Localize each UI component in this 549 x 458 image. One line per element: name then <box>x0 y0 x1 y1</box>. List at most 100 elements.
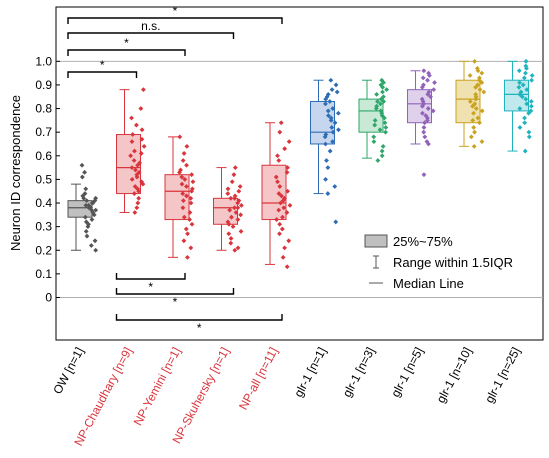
data-point <box>177 169 182 175</box>
data-point <box>92 238 98 244</box>
data-point <box>379 113 385 119</box>
data-point <box>524 66 529 71</box>
data-point <box>381 99 387 104</box>
data-point <box>133 167 138 173</box>
box-group <box>67 162 99 253</box>
data-point <box>277 129 283 135</box>
data-point <box>130 132 136 137</box>
data-point <box>136 169 142 175</box>
data-point <box>276 207 282 213</box>
data-point <box>238 228 244 234</box>
data-point <box>324 158 329 163</box>
data-point <box>185 231 190 237</box>
bracket-line <box>67 17 283 24</box>
data-point <box>235 205 241 211</box>
data-point <box>181 151 187 156</box>
data-point <box>473 106 479 111</box>
y-axis-title: Neuron ID correspondence <box>8 95 23 251</box>
data-point <box>135 200 141 206</box>
x-category-label: glr-1 [n=10] <box>434 345 475 405</box>
data-point <box>470 117 476 123</box>
data-point <box>330 106 336 111</box>
data-point <box>129 139 135 145</box>
data-point <box>285 165 290 170</box>
y-tick-label: 0.3 <box>35 220 52 234</box>
data-point <box>131 191 137 196</box>
data-point <box>475 68 481 74</box>
data-point <box>323 177 328 182</box>
significance-label: * <box>197 321 202 335</box>
data-point <box>135 186 140 192</box>
data-point <box>421 172 427 178</box>
data-point <box>323 101 328 107</box>
data-point <box>518 89 524 95</box>
data-point <box>90 210 96 215</box>
legend-item: 25%~75% <box>364 234 453 249</box>
data-point <box>81 195 87 201</box>
data-point <box>517 80 522 85</box>
legend-label: Median Line <box>393 276 464 291</box>
data-point <box>516 68 522 74</box>
data-point <box>372 122 378 128</box>
data-point <box>421 68 427 74</box>
data-point <box>529 73 535 78</box>
data-point <box>236 188 242 194</box>
data-point <box>82 214 88 220</box>
data-point <box>129 115 134 121</box>
data-point <box>332 184 338 189</box>
data-point <box>327 99 333 104</box>
bracket-line <box>115 288 235 295</box>
x-category-label: glr-1 [n=3] <box>340 345 378 400</box>
data-point <box>472 58 478 64</box>
data-point <box>473 96 479 102</box>
data-point <box>180 158 186 163</box>
data-point <box>279 193 284 199</box>
legend-label: Range within 1.5IQR <box>393 255 513 270</box>
data-point <box>467 99 473 104</box>
data-point <box>382 115 387 121</box>
data-point <box>277 221 283 227</box>
data-point <box>420 110 425 116</box>
data-point <box>132 184 138 189</box>
data-point <box>232 195 238 201</box>
data-point <box>479 108 485 114</box>
data-point <box>188 200 194 206</box>
y-tick-label: 0.5 <box>35 172 52 186</box>
data-point <box>430 108 436 114</box>
box-group <box>164 134 196 260</box>
data-point <box>181 238 187 244</box>
data-point <box>181 214 187 220</box>
data-point <box>276 191 282 196</box>
data-point <box>380 89 385 95</box>
data-point <box>140 181 146 187</box>
data-point <box>329 125 335 130</box>
significance-brackets: * n.s. * * * * * <box>67 4 283 335</box>
data-point <box>284 264 290 270</box>
significance-bracket: * <box>67 58 138 78</box>
data-point <box>141 143 147 149</box>
data-point <box>471 110 476 116</box>
data-point <box>286 139 292 145</box>
data-point <box>426 141 431 147</box>
data-point <box>84 198 90 204</box>
data-point <box>379 153 385 159</box>
y-tick-label: 0.2 <box>35 243 52 257</box>
data-point <box>326 113 331 119</box>
data-point <box>178 167 183 173</box>
data-point <box>285 188 291 194</box>
data-point <box>133 122 139 128</box>
data-point <box>189 221 195 227</box>
data-point <box>425 106 431 111</box>
data-point <box>79 174 85 180</box>
data-point <box>137 160 143 166</box>
data-point <box>189 188 194 194</box>
x-category-label: NP-Yemini [n=1] <box>131 345 184 428</box>
y-tick-label: 0.8 <box>35 102 52 116</box>
data-point <box>322 134 328 140</box>
data-point <box>238 212 244 218</box>
data-point <box>278 200 283 206</box>
data-point <box>233 210 239 215</box>
data-point <box>85 224 91 230</box>
box-plots <box>67 58 535 270</box>
legend-label: 25%~75% <box>393 234 453 249</box>
